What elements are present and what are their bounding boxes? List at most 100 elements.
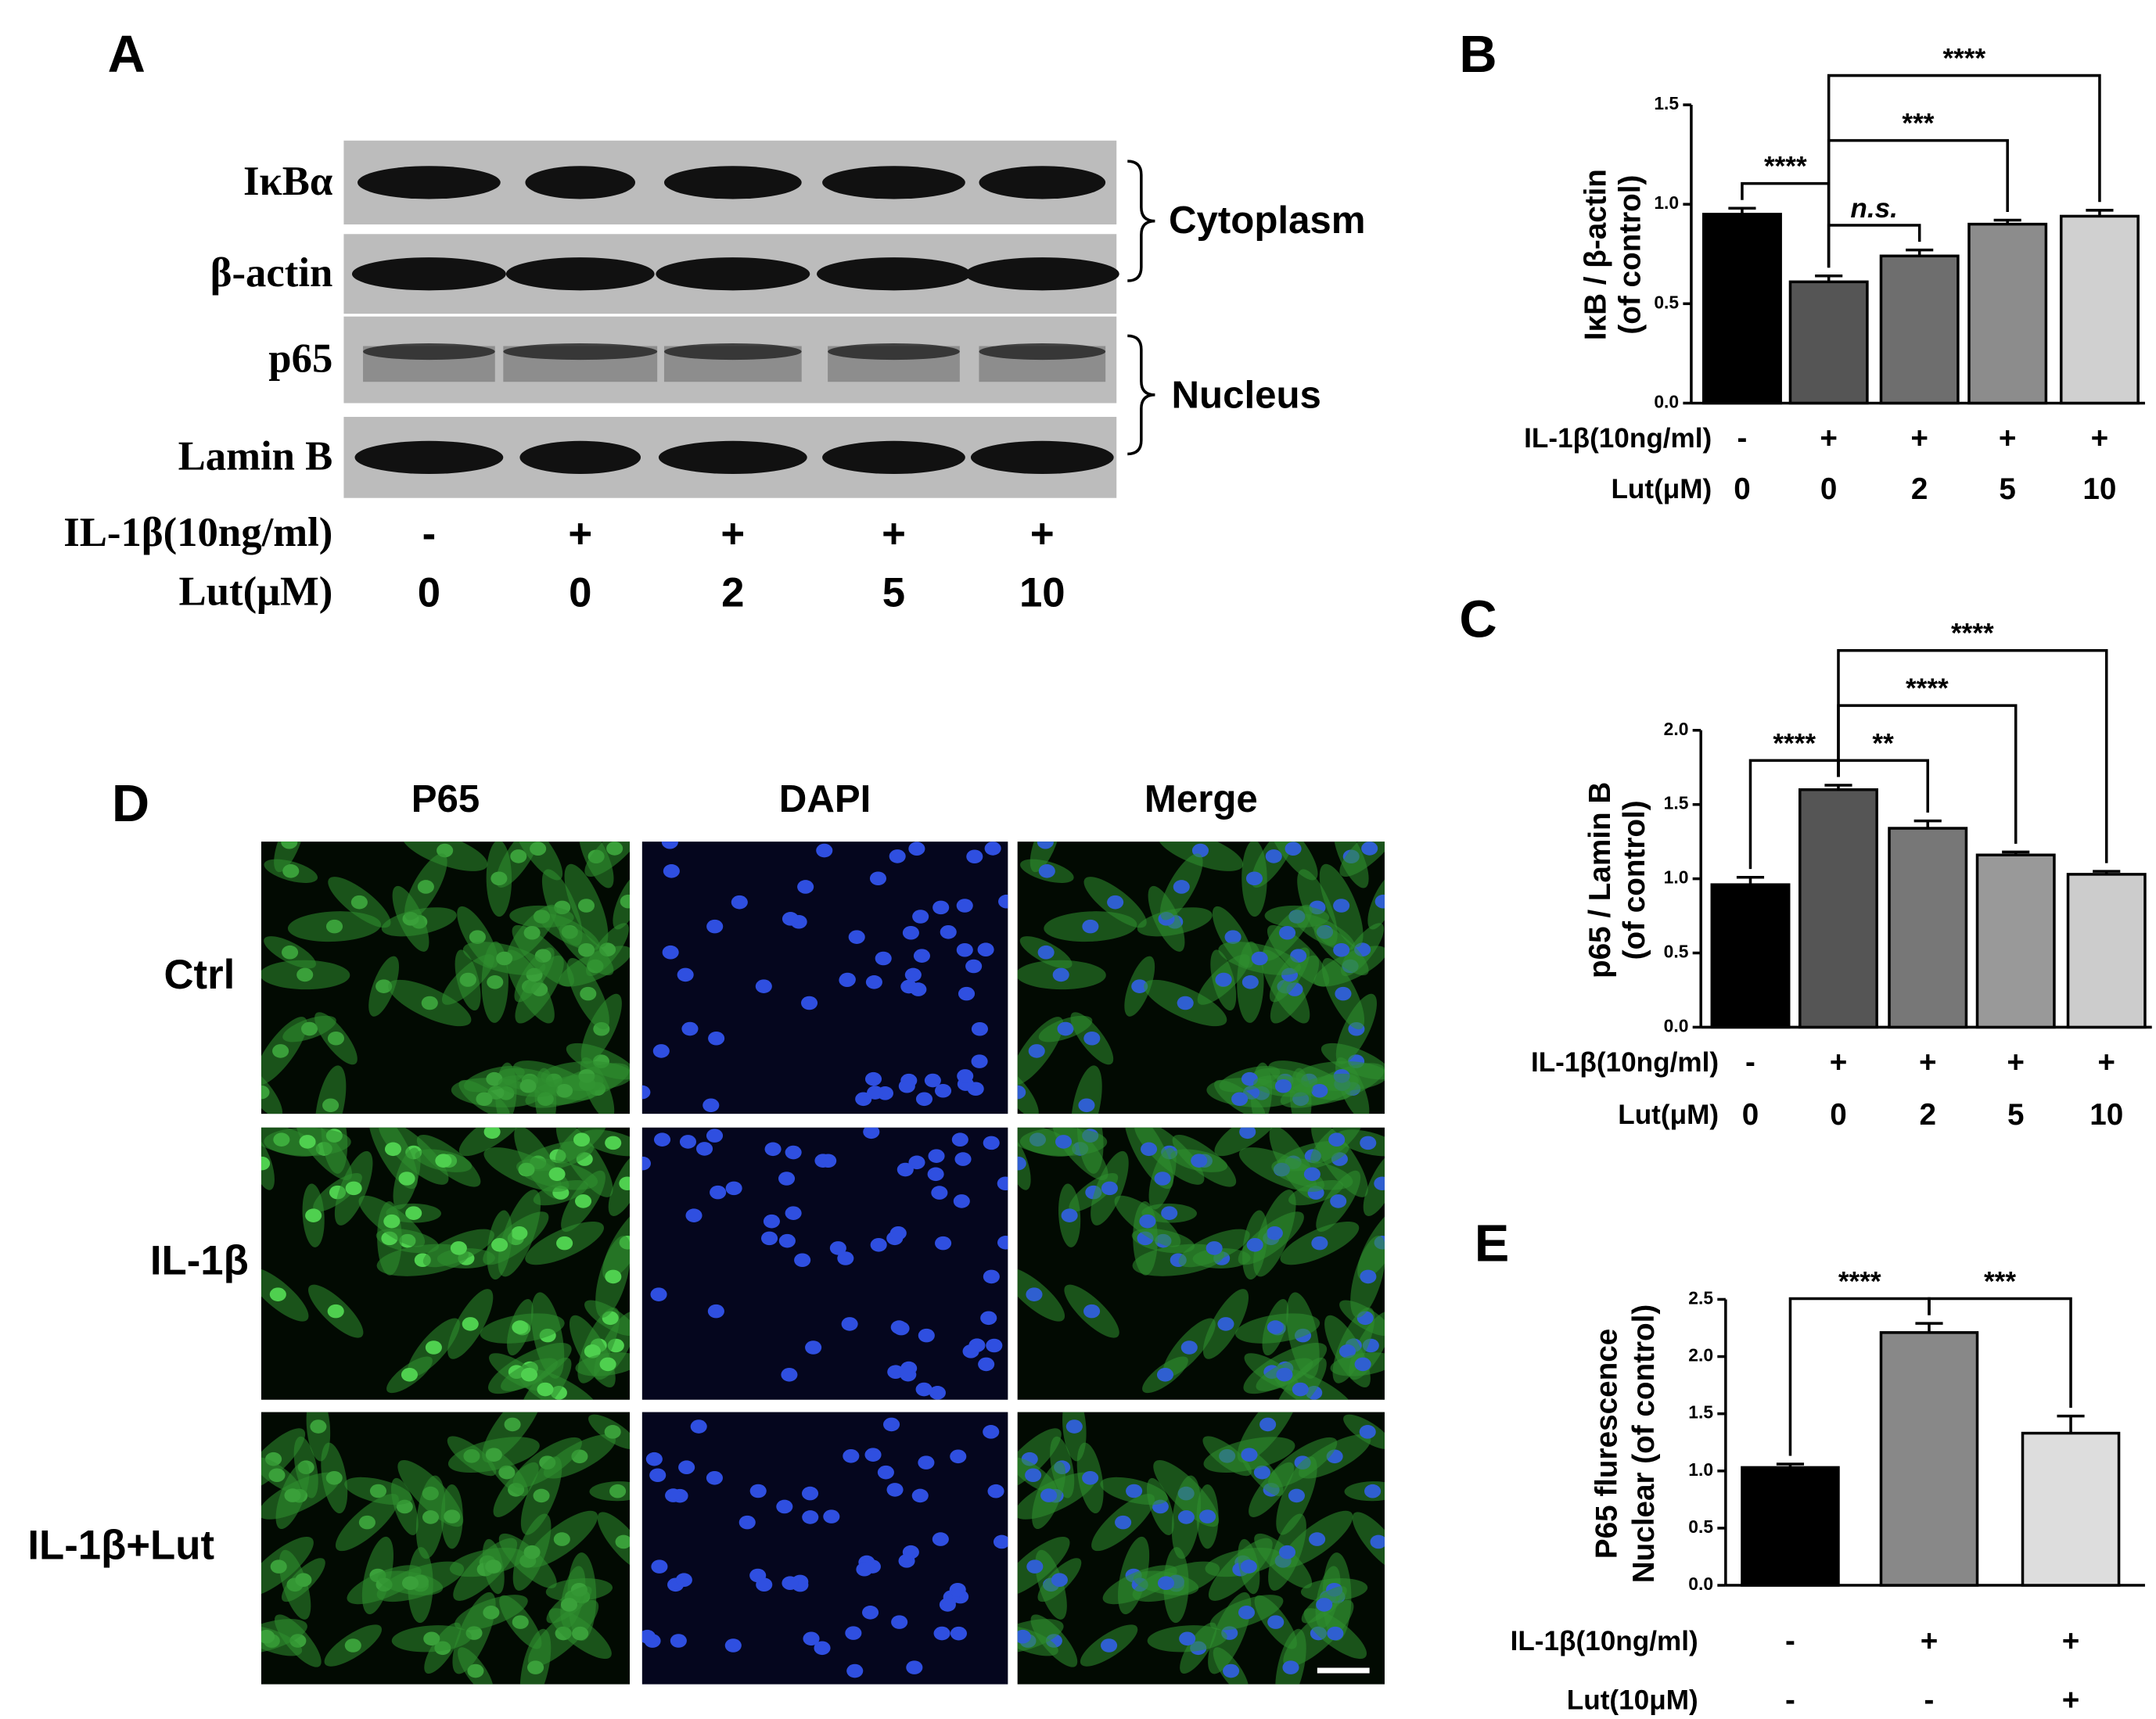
nucleus-green [512, 1615, 529, 1629]
nucleus [1154, 1172, 1171, 1186]
nucleus-green [487, 975, 504, 989]
nucleus [1051, 1573, 1068, 1588]
nucleus [1239, 1127, 1256, 1139]
treatment-label: Lut(μM) [179, 569, 333, 615]
nucleus [900, 1367, 917, 1382]
bar [1741, 1466, 1840, 1587]
nucleus [1052, 967, 1069, 982]
treatment-value: + [568, 511, 592, 557]
x-row-label: Lut(10μM) [1567, 1685, 1698, 1716]
bar [1967, 222, 2048, 405]
nucleus [931, 1186, 948, 1200]
compartment-label: Cytoplasm [1169, 199, 1366, 242]
nucleus [1364, 1484, 1382, 1498]
nucleus [1037, 842, 1054, 849]
nucleus [987, 1484, 1004, 1498]
nucleus [707, 1304, 724, 1319]
nucleus [1177, 1510, 1195, 1524]
nucleus [1126, 1484, 1143, 1498]
nucleus-green [422, 1510, 440, 1524]
nucleus-green [511, 1226, 528, 1240]
nucleus [1333, 899, 1350, 913]
nucleus [755, 979, 772, 993]
bar [1879, 254, 1960, 405]
blot-band [979, 343, 1106, 361]
x-tick-label: + [2007, 1046, 2025, 1079]
nucleus-green [350, 895, 368, 910]
nucleus [1309, 1532, 1326, 1546]
channel-label: Merge [1144, 777, 1258, 820]
nucleus-green [548, 1167, 566, 1182]
blot-band [351, 257, 506, 291]
nucleus [1361, 842, 1378, 856]
protein-label: Lamin B [178, 433, 333, 479]
blot-band [503, 343, 658, 361]
nucleus-green [476, 1092, 493, 1107]
y-tick-label: 2.0 [1664, 719, 1689, 739]
nucleus [816, 843, 833, 858]
nucleus [927, 1167, 944, 1182]
nucleus [898, 1078, 915, 1093]
nucleus-green [619, 1176, 631, 1191]
nucleus [934, 1083, 952, 1098]
error-bar [1824, 784, 1852, 790]
nucleus-green [398, 1172, 415, 1186]
nucleus [932, 900, 950, 915]
brace [1127, 334, 1155, 456]
y-tick-label: 0.0 [1654, 391, 1679, 411]
x-tick-label: + [1830, 1046, 1848, 1079]
nucleus [912, 910, 929, 924]
nucleus [1370, 1534, 1385, 1549]
nucleus-green [344, 1638, 361, 1653]
nucleus [1251, 951, 1268, 966]
nucleus-green [504, 1417, 521, 1432]
nucleus-green [491, 1238, 508, 1252]
nucleus [1311, 1083, 1328, 1098]
treatment-label: IL-1β(10ng/ml) [63, 510, 332, 555]
nucleus [1224, 930, 1241, 944]
nucleus [864, 1448, 882, 1462]
error-bar [1913, 819, 1942, 829]
brace [1127, 160, 1155, 282]
nucleus-green [553, 1532, 570, 1546]
nucleus [1101, 1181, 1118, 1196]
nucleus [1017, 1156, 1026, 1171]
nucleus [983, 1425, 1000, 1439]
x-tick-label: 0 [1734, 472, 1750, 506]
nucleus [928, 1149, 945, 1163]
nucleus [869, 871, 887, 886]
nucleus [980, 1311, 997, 1326]
nucleus [911, 1488, 929, 1503]
nucleus [971, 1021, 988, 1036]
nucleus [965, 959, 983, 974]
nucleus [782, 1576, 799, 1591]
nucleus [1065, 1419, 1083, 1434]
x-row-label: Lut(μM) [1618, 1100, 1719, 1130]
nucleus [1285, 842, 1302, 856]
condition-label: IL-1β+Lut [27, 1523, 214, 1569]
nucleus-green [523, 1545, 541, 1559]
nucleus [1131, 979, 1148, 993]
nucleus [1231, 1092, 1249, 1107]
treatment-value: 5 [882, 569, 905, 615]
nucleus [738, 1515, 756, 1530]
nucleus-green [604, 1425, 621, 1439]
nucleus [1360, 1269, 1377, 1284]
bar [2021, 1431, 2121, 1587]
y-tick-label: 1.0 [1664, 867, 1689, 888]
nucleus [875, 951, 892, 966]
nucleus [902, 925, 919, 940]
nucleus [915, 1382, 932, 1397]
nucleus [814, 1641, 831, 1656]
nucleus [983, 1269, 1000, 1284]
nucleus [1259, 1417, 1277, 1432]
y-tick-label: 0.5 [1654, 292, 1679, 312]
nucleus [1311, 1236, 1328, 1251]
nucleus [649, 1468, 667, 1483]
significance-label: **** [1906, 673, 1949, 704]
nucleus [760, 1231, 778, 1246]
y-axis-label: P65 flurescence [1590, 1329, 1624, 1559]
nucleus [662, 945, 679, 960]
nucleus [933, 1626, 950, 1641]
